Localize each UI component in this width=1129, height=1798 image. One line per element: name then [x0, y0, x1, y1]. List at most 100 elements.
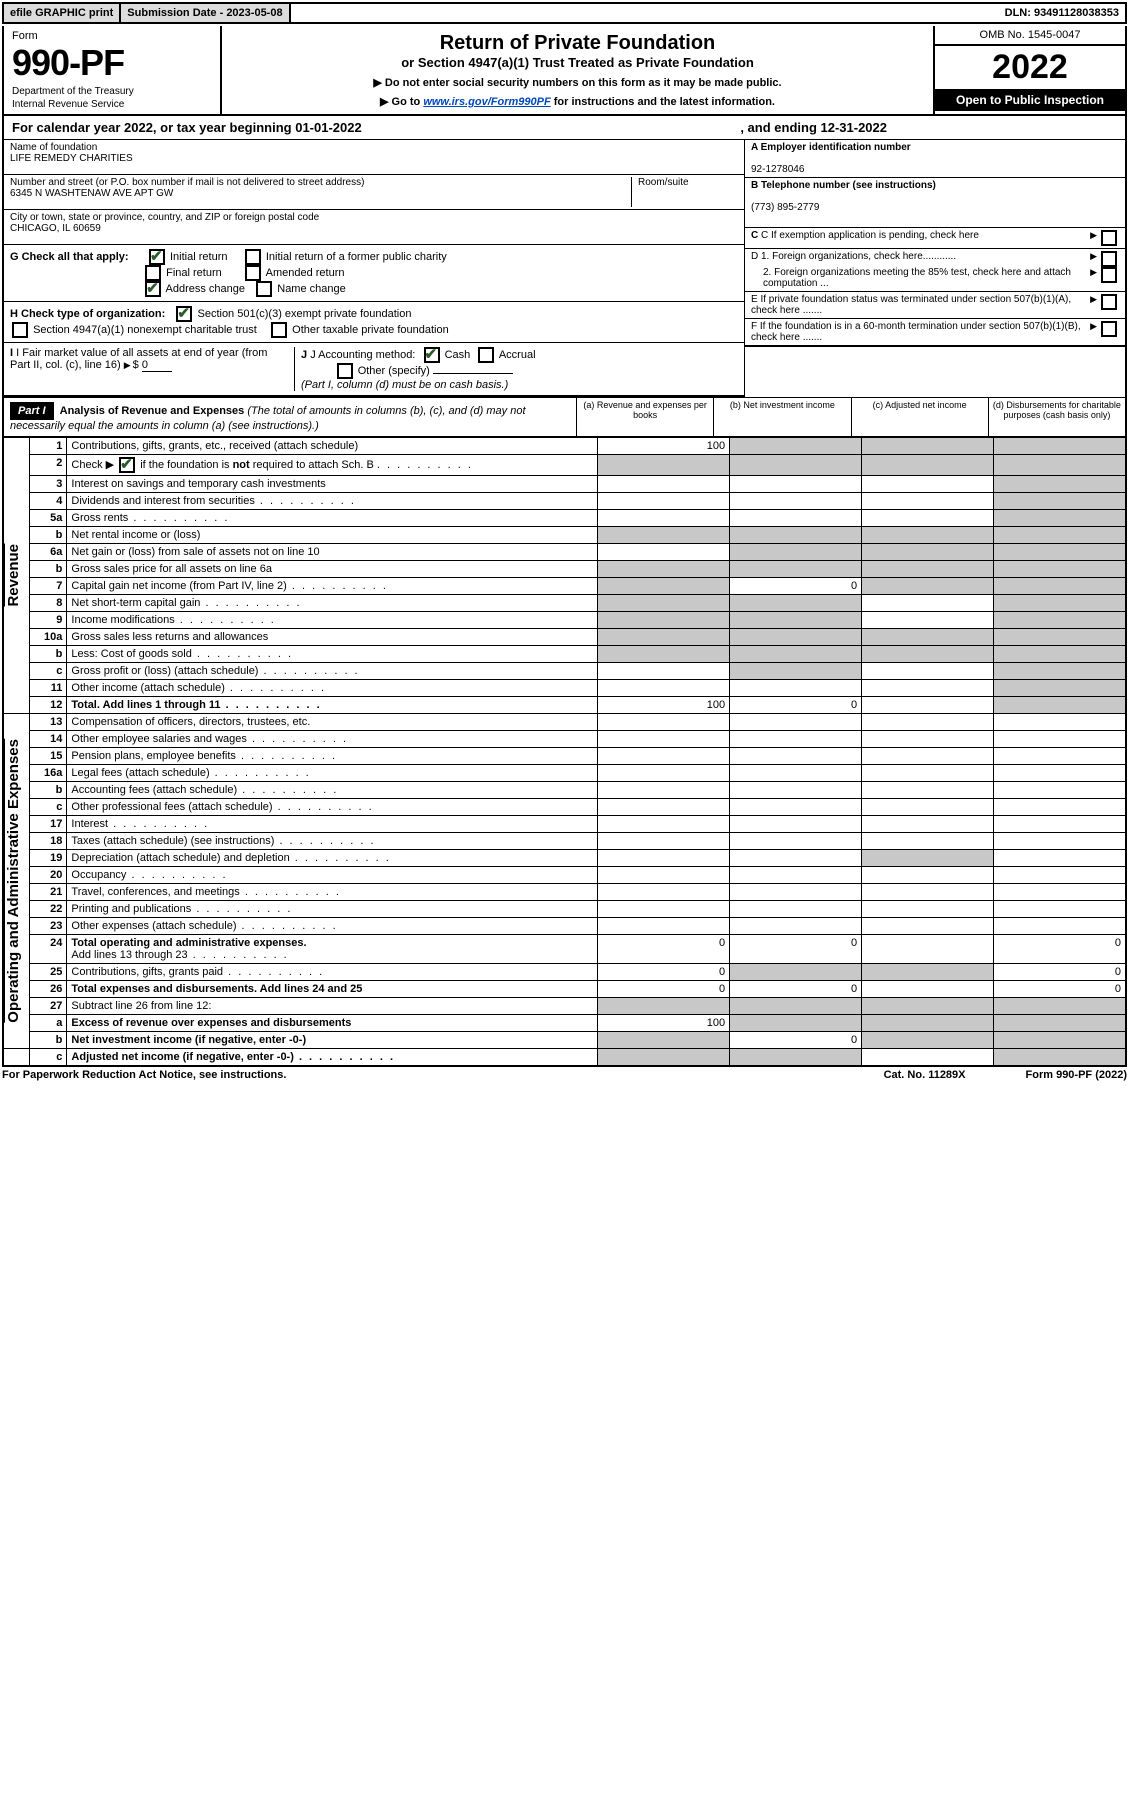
line7-b: 0: [730, 578, 862, 595]
chk-other-tax[interactable]: [271, 322, 287, 338]
cal-end: , and ending 12-31-2022: [740, 120, 887, 135]
line18-desc: Taxes (attach schedule) (see instruction…: [67, 833, 598, 850]
note-link: ▶ Go to www.irs.gov/Form990PF for instru…: [232, 95, 923, 108]
line2-desc: Check ▶ if the foundation is not require…: [67, 455, 598, 476]
j-note: (Part I, column (d) must be on cash basi…: [301, 379, 508, 391]
opt-former: Initial return of a former public charit…: [266, 251, 447, 263]
opt-cash: Cash: [445, 349, 471, 361]
cat-no: Cat. No. 11289X: [884, 1069, 966, 1081]
room-label: Room/suite: [631, 177, 738, 207]
city-label: City or town, state or province, country…: [10, 212, 738, 223]
line22-desc: Printing and publications: [67, 901, 598, 918]
line3-desc: Interest on savings and temporary cash i…: [67, 476, 598, 493]
form-header: Form 990-PF Department of the Treasury I…: [2, 26, 1127, 114]
foundation-city: CHICAGO, IL 60659: [10, 223, 738, 234]
chk-schb[interactable]: [119, 457, 135, 473]
c-label: C If exemption application is pending, c…: [761, 230, 1090, 246]
revenue-table: Revenue 1Contributions, gifts, grants, e…: [2, 437, 1127, 1067]
paperwork-notice: For Paperwork Reduction Act Notice, see …: [2, 1069, 286, 1081]
irs-label: Internal Revenue Service: [12, 99, 212, 110]
line4-desc: Dividends and interest from securities: [67, 493, 598, 510]
chk-501c3[interactable]: [176, 306, 192, 322]
col-b: (b) Net investment income: [714, 398, 851, 436]
cal-begin: For calendar year 2022, or tax year begi…: [12, 120, 362, 135]
g-label: G Check all that apply:: [10, 251, 129, 263]
d1-label: D 1. Foreign organizations, check here..…: [751, 251, 1090, 267]
chk-accrual[interactable]: [478, 347, 494, 363]
col-a: (a) Revenue and expenses per books: [577, 398, 714, 436]
calendar-year-row: For calendar year 2022, or tax year begi…: [2, 114, 1127, 140]
chk-initial-former[interactable]: [245, 249, 261, 265]
line16c-desc: Other professional fees (attach schedule…: [67, 799, 598, 816]
chk-other-acct[interactable]: [337, 363, 353, 379]
chk-d1[interactable]: [1101, 251, 1117, 267]
chk-c[interactable]: [1101, 230, 1117, 246]
line10a-desc: Gross sales less returns and allowances: [67, 629, 598, 646]
foundation-addr: 6345 N WASHTENAW AVE APT GW: [10, 188, 173, 199]
line5b-desc: Net rental income or (loss): [67, 527, 598, 544]
line10b-desc: Less: Cost of goods sold: [67, 646, 598, 663]
top-bar: efile GRAPHIC print Submission Date - 20…: [2, 2, 1127, 24]
line25-desc: Contributions, gifts, grants paid: [67, 964, 598, 981]
omb-number: OMB No. 1545-0047: [935, 26, 1125, 46]
entity-info: Name of foundation LIFE REMEDY CHARITIES…: [2, 140, 1127, 397]
line25-a: 0: [598, 964, 730, 981]
chk-e[interactable]: [1101, 294, 1117, 310]
opt-othertax: Other taxable private foundation: [292, 324, 449, 336]
chk-f[interactable]: [1101, 321, 1117, 337]
part1-badge: Part I: [10, 402, 54, 420]
line20-desc: Occupancy: [67, 867, 598, 884]
fmv-value: 0: [142, 359, 172, 372]
expenses-sidebar: Operating and Administrative Expenses: [4, 739, 22, 1023]
opt-501c3: Section 501(c)(3) exempt private foundat…: [197, 308, 411, 320]
ein-label: A Employer identification number: [751, 142, 1119, 153]
e-label: E If private foundation status was termi…: [751, 294, 1090, 316]
line21-desc: Travel, conferences, and meetings: [67, 884, 598, 901]
efile-print-button[interactable]: efile GRAPHIC print: [4, 4, 121, 22]
line8-desc: Net short-term capital gain: [67, 595, 598, 612]
opt-namechg: Name change: [277, 283, 346, 295]
form-subtitle: or Section 4947(a)(1) Trust Treated as P…: [232, 55, 923, 70]
line24-b: 0: [730, 935, 862, 964]
revenue-sidebar: Revenue: [4, 544, 22, 607]
d2-label: 2. Foreign organizations meeting the 85%…: [751, 267, 1090, 289]
chk-amended[interactable]: [245, 265, 261, 281]
name-label: Name of foundation: [10, 142, 738, 153]
chk-address-change[interactable]: [145, 281, 161, 297]
line26-d: 0: [993, 981, 1126, 998]
line12-a: 100: [598, 697, 730, 714]
col-c: (c) Adjusted net income: [852, 398, 989, 436]
line12-b: 0: [730, 697, 862, 714]
line23-desc: Other expenses (attach schedule): [67, 918, 598, 935]
j-label: J Accounting method:: [310, 349, 415, 361]
col-d: (d) Disbursements for charitable purpose…: [989, 398, 1125, 436]
foundation-name: LIFE REMEDY CHARITIES: [10, 153, 738, 164]
line26-desc: Total expenses and disbursements. Add li…: [67, 981, 598, 998]
submission-date[interactable]: Submission Date - 2023-05-08: [121, 4, 290, 22]
line11-desc: Other income (attach schedule): [67, 680, 598, 697]
opt-amended: Amended return: [266, 267, 345, 279]
line13-desc: Compensation of officers, directors, tru…: [67, 714, 598, 731]
tel-value: (773) 895-2779: [751, 202, 1119, 213]
line9-desc: Income modifications: [67, 612, 598, 629]
form-title: Return of Private Foundation: [232, 32, 923, 55]
chk-cash[interactable]: [424, 347, 440, 363]
line1-desc: Contributions, gifts, grants, etc., rece…: [67, 438, 598, 455]
page-footer: For Paperwork Reduction Act Notice, see …: [2, 1069, 1127, 1081]
opt-initial: Initial return: [170, 251, 227, 263]
chk-name-change[interactable]: [256, 281, 272, 297]
line10c-desc: Gross profit or (loss) (attach schedule): [67, 663, 598, 680]
chk-4947[interactable]: [12, 322, 28, 338]
line24-a: 0: [598, 935, 730, 964]
line17-desc: Interest: [67, 816, 598, 833]
chk-initial-return[interactable]: [149, 249, 165, 265]
irs-link[interactable]: www.irs.gov/Form990PF: [423, 96, 550, 108]
chk-d2[interactable]: [1101, 267, 1117, 283]
line27a-a: 100: [598, 1015, 730, 1032]
line6a-desc: Net gain or (loss) from sale of assets n…: [67, 544, 598, 561]
opt-final: Final return: [166, 267, 222, 279]
addr-label: Number and street (or P.O. box number if…: [10, 177, 364, 188]
line25-d: 0: [993, 964, 1126, 981]
line27c-desc: Adjusted net income (if negative, enter …: [67, 1049, 598, 1067]
line16a-desc: Legal fees (attach schedule): [67, 765, 598, 782]
